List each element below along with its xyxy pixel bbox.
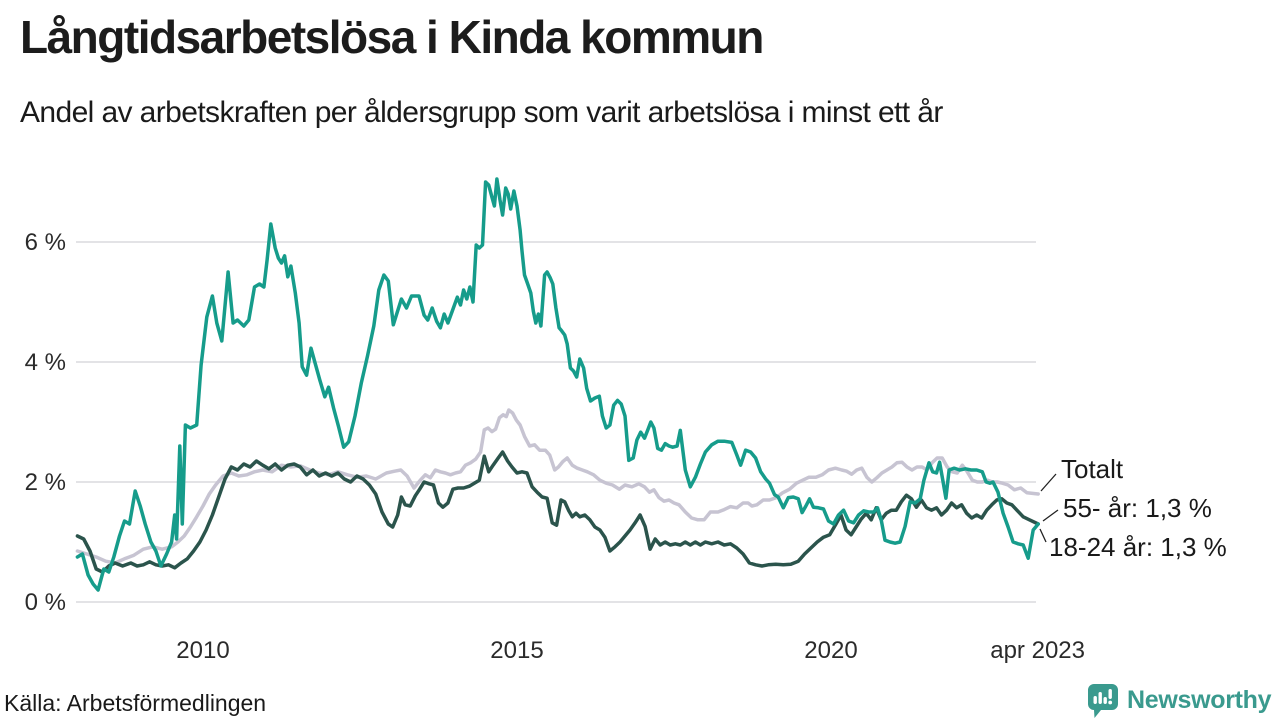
y-tick-label: 0 % (25, 589, 66, 616)
newsworthy-logo: Newsworthy (1085, 682, 1272, 719)
series-end-label-totalt: Totalt (1061, 454, 1124, 484)
label-leader-line (1040, 473, 1057, 492)
page-subtitle: Andel av arbetskraften per åldersgrupp s… (20, 96, 943, 129)
label-leader-line (1042, 509, 1059, 522)
label-leader-line (1039, 528, 1047, 543)
series-end-label-55-r: 55- år: 1,3 % (1063, 493, 1212, 523)
x-tick-label: 2015 (490, 637, 543, 664)
page-title: Långtidsarbetslösa i Kinda kommun (20, 11, 764, 63)
series-line-55-r (75, 450, 1040, 574)
source-note: Källa: Arbetsförmedlingen (4, 690, 267, 716)
series-line-18-24-r (75, 177, 1040, 592)
series-end-label-18-24-r: 18-24 år: 1,3 % (1049, 532, 1227, 562)
x-tick-label: 2010 (176, 637, 229, 664)
x-tick-label: 2020 (804, 637, 857, 664)
y-tick-label: 2 % (25, 469, 66, 496)
x-tick-label: apr 2023 (990, 637, 1085, 664)
series-line-totalt (75, 408, 1040, 565)
newsworthy-brand-name: Newsworthy (1127, 686, 1272, 714)
y-tick-label: 6 % (25, 229, 66, 256)
y-tick-label: 4 % (25, 349, 66, 376)
newsworthy-logo-icon (1088, 684, 1118, 718)
